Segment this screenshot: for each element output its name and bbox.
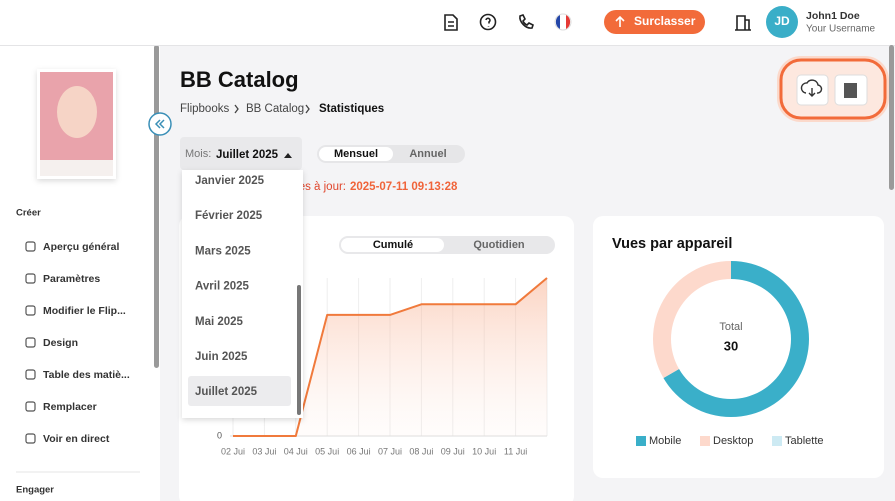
company-icon[interactable] — [735, 15, 751, 31]
x-tick-label: 06 Jui — [347, 446, 371, 456]
last-update-value: 2025-07-11 09:13:28 — [350, 181, 458, 193]
legend-label: Desktop — [713, 435, 753, 447]
center-label: Total — [719, 321, 742, 333]
x-tick-label: 02 Jui — [221, 446, 245, 456]
breadcrumb-current: Statistiques — [319, 103, 384, 115]
notes-icon[interactable] — [444, 14, 458, 31]
upgrade-icon — [615, 15, 625, 27]
chart-title: Vues par appareil — [612, 236, 732, 252]
x-tick-label: 05 Jui — [315, 446, 339, 456]
avatar[interactable] — [766, 6, 798, 38]
breadcrumb-item[interactable]: BB Catalog — [246, 103, 304, 115]
menu-scrollbar — [297, 285, 301, 415]
collapse-icon — [154, 119, 165, 129]
x-tick-label: 04 Jui — [284, 446, 308, 456]
legend-swatch — [636, 436, 646, 446]
user-username: Your Username — [806, 24, 876, 35]
month-option[interactable]: Juillet 2025 — [195, 386, 258, 398]
pdf-icon — [844, 83, 857, 98]
menu-icon — [25, 305, 36, 316]
menu-icon — [25, 369, 36, 380]
month-option[interactable]: Avril 2025 — [195, 281, 250, 293]
phone-icon[interactable] — [519, 14, 534, 29]
x-tick-label: 08 Jui — [409, 446, 433, 456]
x-tick-label: 10 Jui — [472, 446, 496, 456]
menu-icon — [25, 401, 36, 412]
user-name: John1 Doe — [806, 10, 860, 22]
avatar-initials: JD — [774, 14, 790, 28]
breadcrumb-separator — [234, 104, 310, 114]
month-option[interactable]: Mai 2025 — [195, 316, 244, 328]
menu-selected — [188, 376, 291, 406]
legend-swatch — [700, 436, 710, 446]
menu-icon — [25, 241, 36, 252]
menu-icon — [25, 337, 36, 348]
menu-item[interactable]: Paramètres — [43, 273, 100, 285]
flag-blue — [555, 15, 560, 29]
period-option[interactable]: Mensuel — [334, 148, 378, 160]
x-tick-label: 03 Jui — [252, 446, 276, 456]
legend-label: Mobile — [649, 435, 681, 447]
period-option[interactable]: Annuel — [409, 148, 446, 160]
menu-item[interactable]: Aperçu général — [43, 241, 120, 253]
menu-item[interactable]: Voir en direct — [43, 433, 110, 445]
month-option[interactable]: Janvier 2025 — [195, 175, 265, 187]
breadcrumb-item[interactable]: Flipbooks — [180, 103, 229, 115]
month-select[interactable] — [180, 137, 302, 170]
x-tick-label: 07 Jui — [378, 446, 402, 456]
sidebar-scrollbar — [154, 45, 159, 368]
menu-icon — [25, 433, 36, 444]
month-option[interactable]: Mars 2025 — [195, 245, 251, 257]
period-active — [319, 147, 393, 161]
chart-toggle-active — [341, 238, 444, 252]
line — [233, 277, 548, 437]
donut-slice — [653, 261, 731, 378]
select-caret — [284, 153, 292, 158]
chart-toggle-option[interactable]: Cumulé — [373, 239, 413, 251]
month-option[interactable]: Février 2025 — [195, 210, 263, 222]
area — [233, 278, 547, 436]
y-tick-label: 0 — [217, 430, 222, 440]
menu-item[interactable]: Remplacer — [43, 401, 97, 413]
upgrade-button[interactable] — [604, 10, 705, 34]
month-option[interactable]: Juin 2025 — [195, 351, 248, 363]
section-title: Engager — [16, 485, 54, 496]
chart-card — [593, 216, 884, 478]
center-value: 30 — [724, 338, 738, 353]
menu-item[interactable]: Design — [43, 337, 78, 349]
page-scrollbar — [889, 45, 894, 190]
help-icon[interactable] — [479, 13, 497, 31]
cover-face — [57, 86, 97, 138]
topbar — [0, 0, 895, 45]
menu-icon — [25, 273, 36, 284]
download-icon — [800, 79, 823, 97]
legend-swatch — [772, 436, 782, 446]
page-title: BB Catalog — [180, 67, 299, 92]
cover-bottom — [40, 160, 113, 176]
chart-toggle-option[interactable]: Quotidien — [473, 239, 525, 251]
x-tick-label: 11 Jui — [504, 446, 527, 456]
section-title: Créer — [16, 208, 41, 219]
help-glyph — [485, 17, 491, 27]
legend-label: Tablette — [785, 435, 824, 447]
upgrade-label: Surclasser — [634, 14, 696, 28]
x-tick-label: 09 Jui — [441, 446, 465, 456]
menu-item[interactable]: Table des matiè... — [43, 369, 130, 381]
month-label: Mois: — [185, 148, 211, 160]
flag-red — [566, 15, 571, 29]
menu-item[interactable]: Modifier le Flip... — [43, 305, 126, 317]
month-value: Juillet 2025 — [216, 149, 279, 161]
